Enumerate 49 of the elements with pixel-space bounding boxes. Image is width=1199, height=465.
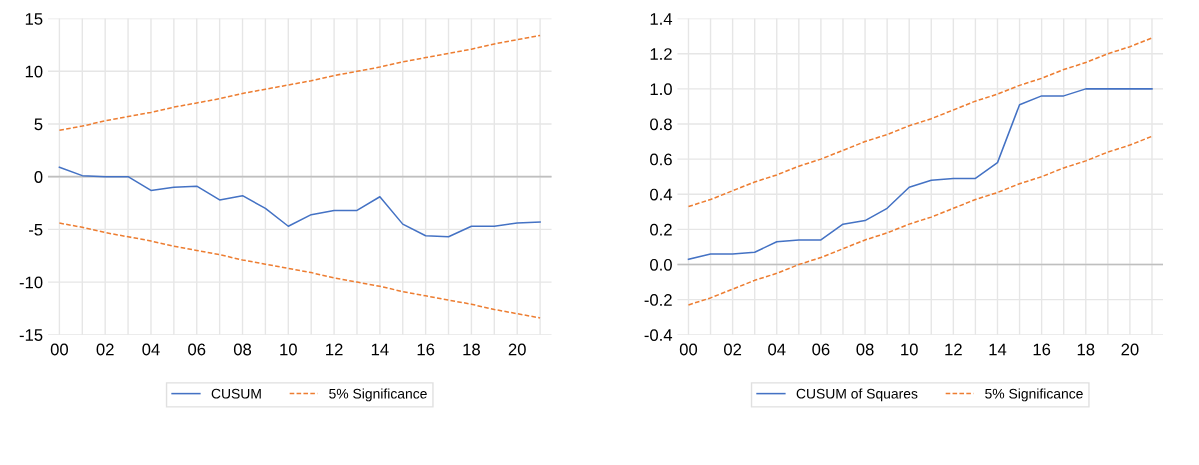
legend-label: 5% Significance xyxy=(329,388,427,402)
y-tick-label: -5 xyxy=(29,223,43,236)
line-series xyxy=(58,166,541,238)
x-tick-label: 08 xyxy=(856,343,874,356)
y-tick-label: -10 xyxy=(19,276,43,289)
y-tick-label: 0.4 xyxy=(650,188,673,201)
x-tick-label: 12 xyxy=(945,343,962,356)
y-tick-label: 15 xyxy=(25,13,43,25)
x-tick-label: 16 xyxy=(417,343,435,356)
y-tick-label: 5 xyxy=(34,118,43,131)
x-tick-label: 18 xyxy=(1077,343,1095,356)
legend-label: CUSUM xyxy=(211,388,261,399)
line-series xyxy=(687,37,1153,208)
x-tick-label: 20 xyxy=(508,343,526,356)
x-tick-label: 14 xyxy=(989,343,1007,356)
y-tick-label: 1.0 xyxy=(650,83,672,96)
y-tick-label: 1.2 xyxy=(650,48,672,60)
x-tick-label: 18 xyxy=(463,343,480,356)
x-tick-label: 00 xyxy=(679,343,698,356)
y-tick-label: -15 xyxy=(19,329,43,341)
x-tick-label: 06 xyxy=(812,343,830,356)
line-series xyxy=(58,222,541,319)
x-tick-label: 00 xyxy=(50,343,69,356)
y-tick-label: 0.6 xyxy=(650,153,672,166)
legend-label: 5% Significance xyxy=(985,388,1083,402)
line-series xyxy=(687,135,1153,306)
x-tick-label: 14 xyxy=(371,343,389,356)
x-tick-label: 20 xyxy=(1121,343,1139,356)
x-tick-label: 04 xyxy=(142,343,160,356)
x-tick-label: 12 xyxy=(326,343,343,356)
x-tick-label: 08 xyxy=(233,343,252,356)
x-tick-label: 06 xyxy=(188,343,206,356)
x-tick-label: 02 xyxy=(724,343,742,356)
x-tick-label: 16 xyxy=(1033,343,1051,356)
y-tick-label: -0.4 xyxy=(644,329,673,341)
y-tick-label: 0.2 xyxy=(650,223,672,236)
y-tick-label: 0.0 xyxy=(650,258,672,271)
x-tick-label: 10 xyxy=(901,343,918,356)
legend-label: CUSUM of Squares xyxy=(796,388,918,402)
y-tick-label: 1.4 xyxy=(650,13,673,25)
x-tick-label: 04 xyxy=(768,343,786,356)
line-series xyxy=(58,34,541,132)
y-tick-label: 0.8 xyxy=(650,118,672,131)
y-tick-label: 0 xyxy=(34,171,43,183)
y-tick-label: -0.2 xyxy=(644,294,672,306)
y-tick-label: 10 xyxy=(25,65,43,78)
line-series xyxy=(687,88,1153,261)
x-tick-label: 10 xyxy=(280,343,297,356)
x-tick-label: 02 xyxy=(96,343,114,356)
